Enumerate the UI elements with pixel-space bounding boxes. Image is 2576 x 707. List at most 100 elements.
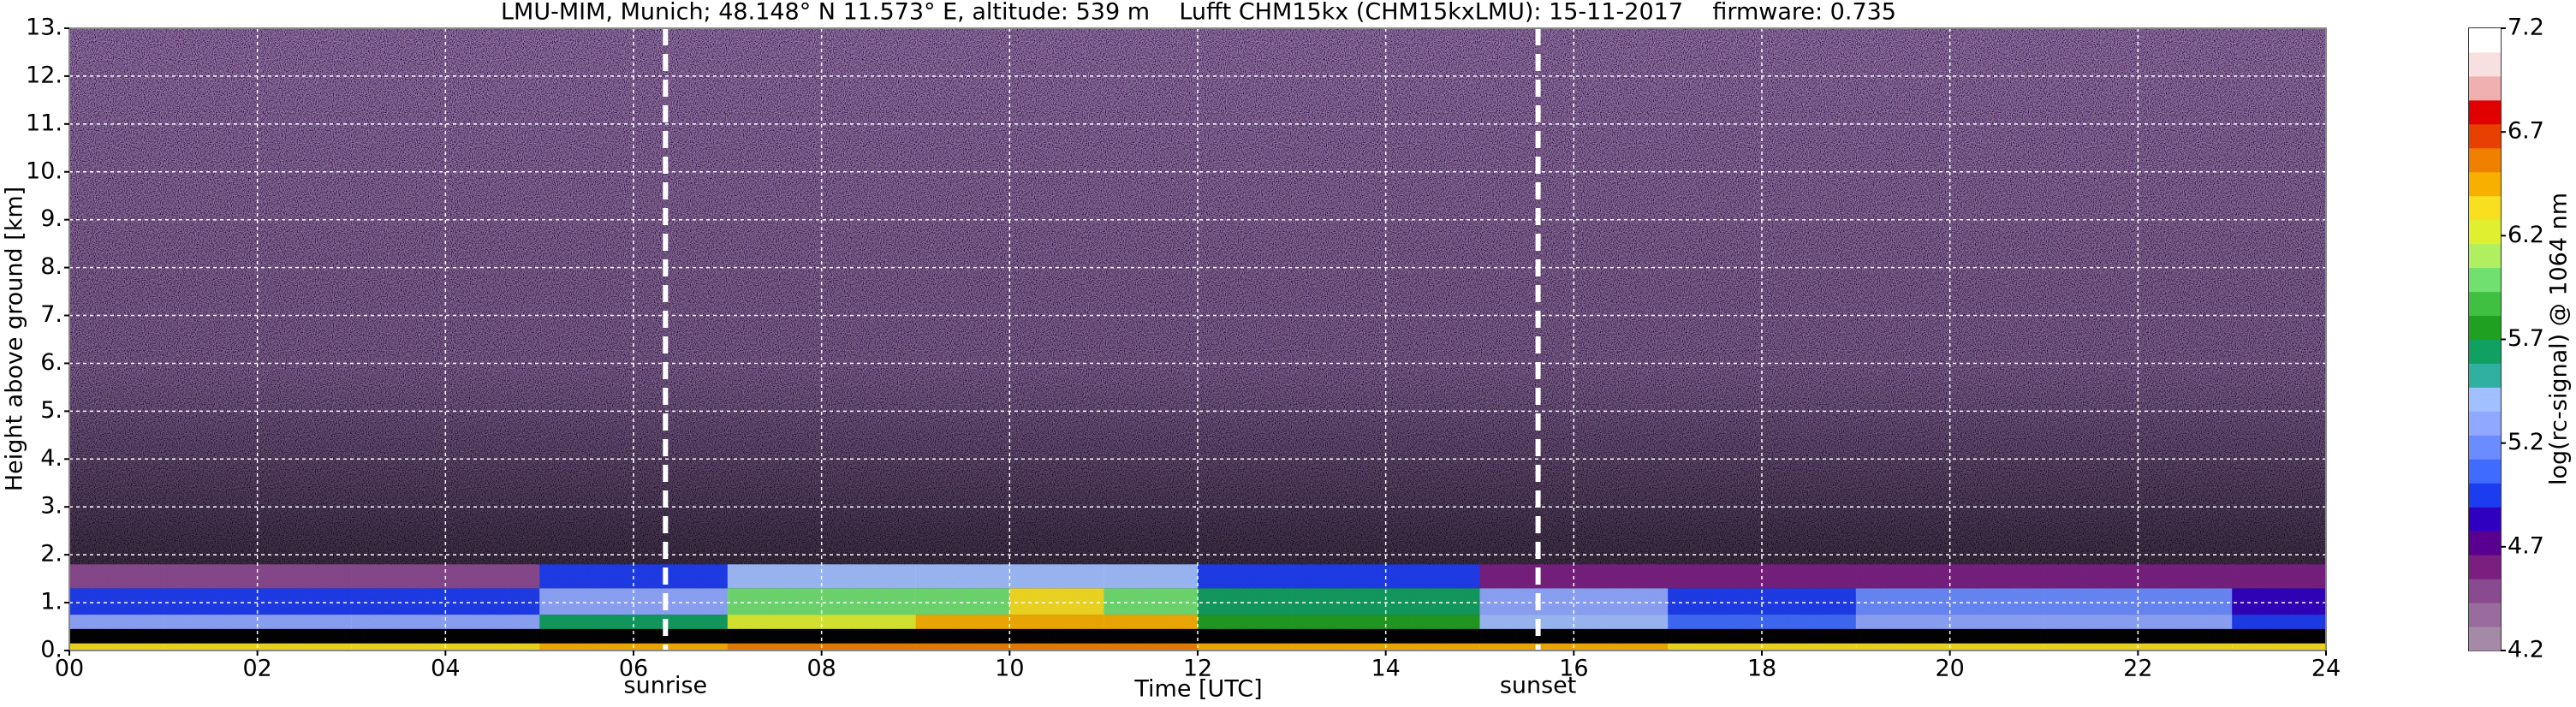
heatmap-cell — [69, 564, 164, 589]
heatmap-cell — [1009, 643, 1104, 651]
overlay — [68, 27, 2327, 651]
heatmap-cell — [1574, 643, 1669, 651]
heatmap-cell — [2138, 643, 2233, 651]
heatmap-cell — [2138, 588, 2233, 615]
x-tick-label: 14 — [1371, 656, 1400, 682]
colorbar-tick-label: 7.2 — [2508, 15, 2544, 41]
y-tick-label: 12. — [26, 62, 62, 88]
colorbar-cell — [2469, 603, 2501, 627]
heatmap-cell — [1198, 564, 1293, 589]
heatmap-cell — [915, 628, 1010, 644]
heatmap-cell — [727, 615, 823, 629]
heatmap-cell — [2138, 628, 2233, 644]
heatmap-cell — [163, 643, 259, 651]
heatmap-cell — [2232, 643, 2326, 651]
y-tick-label: 6. — [40, 349, 62, 376]
heatmap-cell — [445, 628, 540, 644]
heatmap-cell — [1479, 628, 1574, 644]
heatmap-cell — [1762, 643, 1857, 651]
colorbar-cell — [2469, 28, 2501, 53]
heatmap-cell — [351, 628, 446, 644]
heatmap-cell — [1762, 628, 1857, 644]
heatmap-cell — [257, 588, 352, 615]
heatmap-cell — [2044, 615, 2139, 629]
colorbar-cell — [2469, 483, 2501, 508]
colorbar-cell — [2469, 171, 2501, 197]
heatmap-cell — [257, 564, 352, 589]
heatmap-cell — [1668, 615, 1763, 629]
colorbar-tick-label: 6.7 — [2508, 118, 2544, 145]
heatmap-cell — [69, 628, 164, 644]
heatmap-cell — [257, 628, 352, 644]
colorbar-cell — [2469, 507, 2501, 532]
x-tick-label: 08 — [806, 656, 836, 682]
colorbar-cell — [2469, 387, 2501, 412]
heatmap-cell — [1291, 564, 1387, 589]
heatmap-cell — [69, 615, 164, 629]
heatmap-cell — [1291, 588, 1387, 615]
heatmap-cell — [1104, 588, 1199, 615]
heatmap-cell — [1385, 588, 1480, 615]
heatmap-cell — [1198, 588, 1293, 615]
heatmap-cell — [1385, 564, 1480, 589]
colorbar-cell — [2469, 411, 2501, 436]
heatmap-cell — [351, 643, 446, 651]
heatmap-cell — [257, 643, 352, 651]
colorbar-cell — [2469, 339, 2501, 364]
colorbar-cell — [2469, 195, 2501, 221]
heatmap-cell — [821, 628, 916, 644]
y-tick-label: 3. — [40, 493, 62, 520]
heatmap-cell — [915, 643, 1010, 651]
x-axis-label: Time [UTC] — [1133, 676, 1262, 703]
heatmap-cell — [634, 643, 729, 651]
y-axis-label: Height above ground [km] — [2, 187, 28, 491]
colorbar-cell — [2469, 123, 2501, 149]
heatmap-cell — [163, 628, 259, 644]
heatmap-cell — [539, 643, 634, 651]
heatmap-cell — [821, 643, 916, 651]
heatmap-cell — [2044, 588, 2139, 615]
heatmap-cell — [1479, 564, 1574, 589]
heatmap-cell — [2232, 588, 2326, 615]
x-tick-label: 16 — [1559, 656, 1588, 682]
colorbar-label: log(rc-signal) @ 1064 nm — [2546, 193, 2573, 485]
heatmap-cell — [1479, 615, 1574, 629]
heatmap-cell — [1574, 628, 1669, 644]
colorbar-cell — [2469, 363, 2501, 388]
heatmap-cell — [351, 615, 446, 629]
heatmap-cell — [1762, 615, 1857, 629]
heatmap-cell — [1104, 564, 1199, 589]
heatmap-cell — [634, 564, 729, 589]
colorbar-tick-label: 4.2 — [2508, 637, 2544, 663]
colorbar-cell — [2469, 459, 2501, 484]
heatmap-cell — [1104, 615, 1199, 629]
y-tick-label: 10. — [26, 157, 62, 184]
y-tick-label: 2. — [40, 541, 62, 567]
heatmap-cell — [445, 588, 540, 615]
y-tick-label: 11. — [26, 110, 62, 136]
colorbar-cell — [2469, 51, 2501, 77]
x-tick-label: 10 — [995, 656, 1024, 682]
colorbar-cell — [2469, 531, 2501, 556]
heatmap-cell — [2044, 628, 2139, 644]
heatmap-cell — [445, 564, 540, 589]
heatmap-cell — [1291, 628, 1387, 644]
heatmap-cell — [915, 564, 1010, 589]
heatmap-cell — [1385, 615, 1480, 629]
heatmap-cell — [1198, 628, 1293, 644]
heatmap-cell — [1949, 628, 2044, 644]
heatmap-cell — [163, 588, 259, 615]
heatmap-cell — [445, 643, 540, 651]
heatmap-cell — [1009, 615, 1104, 629]
heatmap-cell — [1855, 628, 1951, 644]
heatmap-cell — [1855, 643, 1951, 651]
heatmap-cell — [2138, 615, 2233, 629]
heatmap-cell — [727, 564, 823, 589]
heatmap-cell — [1949, 615, 2044, 629]
heatmap-cell — [1574, 615, 1669, 629]
heatmap-cell — [915, 588, 1010, 615]
x-tick-label: 24 — [2311, 656, 2341, 682]
heatmap-cell — [1104, 628, 1199, 644]
heatmap-cell — [727, 643, 823, 651]
heatmap-cell — [1668, 628, 1763, 644]
